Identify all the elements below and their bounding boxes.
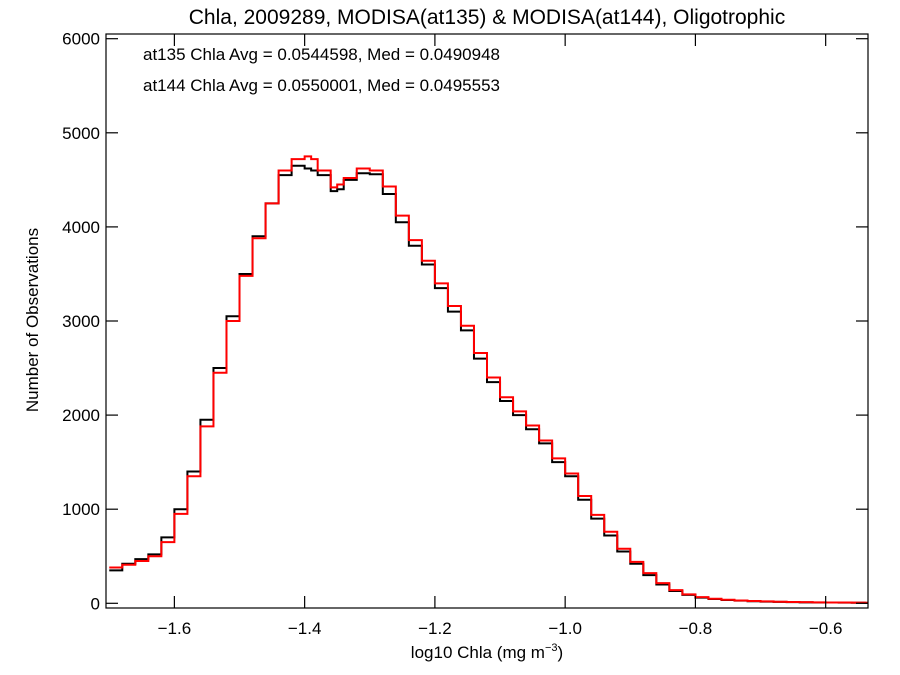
y-axis-label: Number of Observations (23, 228, 42, 412)
y-tick-label: 4000 (62, 218, 100, 237)
y-tick-label: 3000 (62, 312, 100, 331)
x-tick-label: −1.2 (418, 619, 452, 638)
x-tick-label: −0.8 (679, 619, 713, 638)
y-tick-label: 5000 (62, 124, 100, 143)
histogram-series-1 (109, 155, 868, 604)
x-tick-label: −1.4 (288, 619, 322, 638)
x-axis-label-superscript: −3 (545, 642, 558, 654)
annotation-at135: at135 Chla Avg = 0.0544598, Med = 0.0490… (143, 45, 500, 64)
y-tick-label: 2000 (62, 406, 100, 425)
series-layer (109, 155, 868, 604)
x-axis-label-main: log10 Chla (mg m (411, 643, 545, 662)
y-axis: 0 1000 2000 3000 4000 5000 6000 (62, 30, 868, 613)
x-tick-label: −1.0 (548, 619, 582, 638)
chart-title: Chla, 2009289, MODISA(at135) & MODISA(at… (189, 6, 785, 29)
x-axis-label: log10 Chla (mg m−3) (411, 642, 563, 662)
x-tick-label: −1.6 (158, 619, 192, 638)
y-tick-label: 1000 (62, 500, 100, 519)
x-tick-label: −0.6 (809, 619, 843, 638)
y-tick-label: 6000 (62, 30, 100, 49)
x-axis: −1.6 −1.4 −1.2 −1.0 −0.8 −0.6 (158, 34, 843, 638)
annotation-at144: at144 Chla Avg = 0.0550001, Med = 0.0495… (143, 76, 500, 95)
y-tick-label: 0 (91, 594, 100, 613)
x-axis-label-close: ) (558, 643, 564, 662)
